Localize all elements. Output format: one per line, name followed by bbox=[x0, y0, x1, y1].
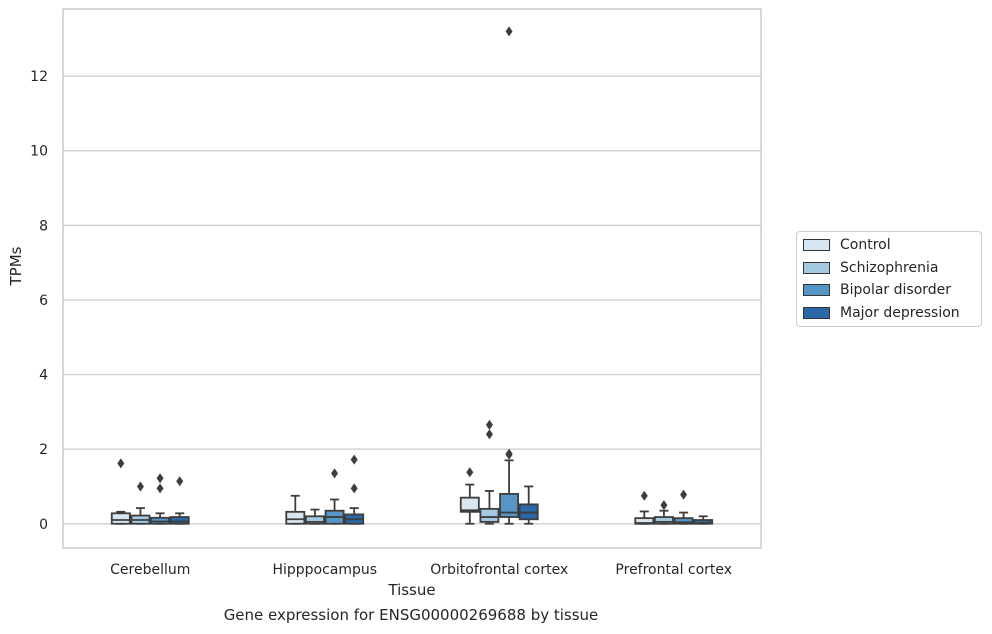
box-iqr bbox=[499, 493, 519, 518]
outlier-point bbox=[660, 500, 668, 511]
legend-item: Schizophrenia bbox=[803, 258, 938, 278]
outlier-point bbox=[350, 483, 358, 494]
outlier-point bbox=[485, 429, 493, 440]
y-tick-label: 6 bbox=[39, 293, 48, 309]
box-iqr bbox=[673, 517, 694, 525]
legend: Control Schizophrenia Bipolar disorder Majo… bbox=[796, 231, 982, 327]
box-major-depression bbox=[693, 515, 714, 525]
chart-caption: Gene expression for ENSG00000269688 by t… bbox=[223, 606, 599, 624]
x-axis-label: Tissue bbox=[387, 581, 435, 599]
outlier-point bbox=[156, 483, 164, 494]
y-tick-label: 12 bbox=[30, 69, 48, 85]
box-control bbox=[459, 467, 480, 525]
legend-label: Bipolar disorder bbox=[840, 282, 952, 298]
outlier-point bbox=[505, 448, 513, 459]
box-iqr bbox=[479, 507, 500, 523]
legend-swatch bbox=[803, 306, 830, 319]
x-tick-label: Hipppocampus bbox=[272, 562, 377, 578]
box-series bbox=[110, 26, 714, 525]
x-tick-label: Cerebellum bbox=[110, 562, 190, 578]
outlier-point bbox=[466, 467, 474, 478]
outlier-point bbox=[117, 458, 125, 469]
y-tick-label: 4 bbox=[39, 368, 48, 384]
y-tick-label: 0 bbox=[39, 517, 48, 533]
legend-item: Major depression bbox=[803, 303, 960, 323]
y-tick-label: 8 bbox=[39, 218, 48, 234]
outlier-point bbox=[156, 473, 164, 484]
box-major-depression bbox=[344, 454, 365, 525]
legend-item: Bipolar disorder bbox=[803, 280, 951, 300]
y-tick-label: 2 bbox=[39, 442, 48, 458]
legend-label: Schizophrenia bbox=[840, 259, 939, 276]
box-control bbox=[634, 490, 655, 525]
x-tick-label: Prefrontal cortex bbox=[615, 562, 732, 578]
box-bipolar-disorder bbox=[324, 468, 345, 525]
outlier-point bbox=[640, 490, 648, 501]
box-schizophrenia bbox=[654, 500, 674, 525]
box-schizophrenia bbox=[479, 419, 500, 525]
legend-swatch bbox=[803, 284, 830, 296]
outlier-point bbox=[485, 419, 493, 430]
box-schizophrenia bbox=[305, 508, 325, 525]
box-iqr bbox=[110, 512, 131, 525]
box-control bbox=[285, 494, 306, 525]
x-tick-label: Orbitofrontal cortex bbox=[430, 562, 568, 578]
legend-swatch bbox=[803, 261, 830, 274]
box-bipolar-disorder bbox=[150, 473, 170, 525]
grid-lines bbox=[63, 75, 761, 525]
legend-swatch bbox=[803, 239, 830, 251]
legend-label: Control bbox=[840, 237, 891, 253]
outlier-point bbox=[176, 476, 184, 487]
outlier-point bbox=[136, 481, 144, 492]
box-iqr bbox=[169, 516, 190, 525]
outlier-point bbox=[505, 26, 513, 37]
y-axis-label: TPMs bbox=[7, 246, 25, 286]
box-iqr bbox=[285, 510, 306, 525]
box-major-depression bbox=[518, 485, 539, 525]
legend-label: Major depression bbox=[840, 304, 960, 321]
box-bipolar-disorder bbox=[673, 489, 694, 525]
legend-item: Control bbox=[803, 235, 891, 255]
box-iqr bbox=[305, 515, 325, 525]
plot-frame bbox=[62, 8, 762, 549]
box-control bbox=[110, 458, 131, 525]
x-axis-ticks: Cerebellum Hipppocampus Orbitofrontal cort… bbox=[110, 562, 732, 578]
box-schizophrenia bbox=[130, 481, 151, 525]
outlier-point bbox=[680, 489, 688, 500]
y-tick-label: 10 bbox=[30, 144, 48, 160]
box-iqr bbox=[459, 496, 480, 513]
box-bipolar-disorder bbox=[499, 26, 519, 525]
outlier-point bbox=[331, 468, 339, 479]
box-iqr bbox=[654, 516, 674, 525]
outlier-point bbox=[350, 454, 358, 465]
y-axis-ticks: 0 2 4 6 8 10 12 bbox=[30, 69, 48, 533]
box-major-depression bbox=[169, 476, 190, 525]
